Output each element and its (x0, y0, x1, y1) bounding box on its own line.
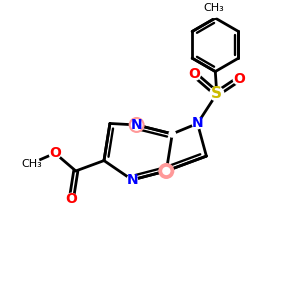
Circle shape (126, 174, 138, 186)
Text: S: S (211, 86, 222, 101)
Text: N: N (192, 116, 203, 130)
Circle shape (129, 117, 145, 133)
Circle shape (131, 119, 142, 131)
Circle shape (203, 0, 224, 18)
Text: N: N (126, 173, 138, 187)
Text: CH₃: CH₃ (21, 158, 42, 169)
Circle shape (168, 130, 176, 138)
Circle shape (22, 154, 40, 172)
Text: N: N (131, 118, 142, 132)
Circle shape (188, 68, 201, 81)
Circle shape (65, 193, 78, 206)
Circle shape (158, 163, 174, 179)
Circle shape (209, 86, 224, 101)
Text: O: O (189, 68, 200, 82)
Text: O: O (49, 146, 61, 160)
Text: O: O (233, 72, 245, 86)
Circle shape (232, 72, 246, 86)
Text: O: O (65, 192, 77, 206)
Text: CH₃: CH₃ (203, 3, 224, 13)
Circle shape (49, 147, 62, 160)
Circle shape (162, 167, 170, 175)
Circle shape (192, 118, 203, 129)
